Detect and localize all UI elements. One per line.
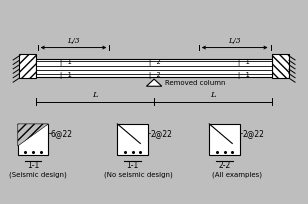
Text: L/3: L/3 [229,37,241,45]
Text: | 2: | 2 [148,59,160,66]
Text: 2-2: 2-2 [218,160,231,169]
Bar [19,54,36,79]
Text: | 1: | 1 [59,59,72,66]
Text: (All examples): (All examples) [212,171,262,177]
Text: | 1: | 1 [237,59,249,66]
Text: 6@22: 6@22 [51,129,73,137]
Text: (No seismic design): (No seismic design) [104,171,173,177]
Bar [209,124,240,156]
Text: Removed column: Removed column [165,80,225,86]
Bar [36,59,272,78]
Bar [18,124,48,156]
Text: 1-1: 1-1 [127,160,139,169]
Text: 1-1: 1-1 [27,160,39,169]
Text: | 1: | 1 [59,71,72,78]
Text: | 2: | 2 [148,71,160,78]
Polygon shape [18,124,48,146]
Text: 2@22: 2@22 [242,129,264,137]
Text: L/3: L/3 [67,37,80,45]
Text: | 1: | 1 [237,71,249,78]
Text: (Seismic design): (Seismic design) [9,171,67,177]
Bar [117,124,148,156]
Bar [272,54,289,79]
Text: L: L [210,90,216,98]
Text: 2@22: 2@22 [150,129,172,137]
Text: L: L [92,90,98,98]
Polygon shape [147,80,162,87]
